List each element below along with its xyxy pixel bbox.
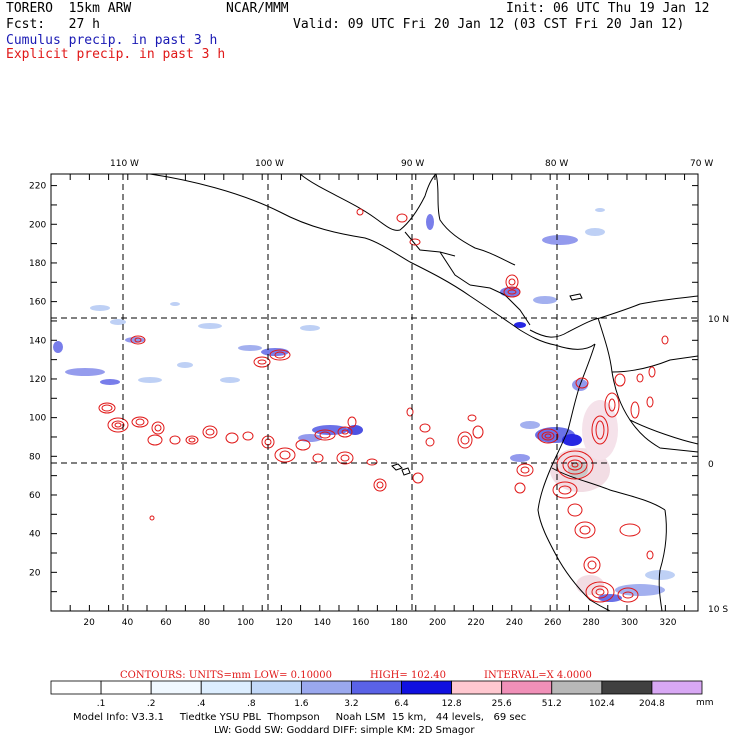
cumulus-precip-label: Cumulus precip. in past 3 h xyxy=(6,33,218,48)
contour-high-label: HIGH= 102.40 xyxy=(370,670,446,681)
cumulus-precip-shading xyxy=(53,208,675,602)
org-label: NCAR/MMM xyxy=(226,1,289,16)
x-tick-label: 260 xyxy=(544,618,561,628)
model-info-line2: LW: Godd SW: Goddard DIFF: simple KM: 2D… xyxy=(214,725,475,736)
y-tick-label: 100 xyxy=(29,414,46,424)
x-tick-label: 200 xyxy=(429,618,446,628)
y-tick-label: 200 xyxy=(29,220,46,230)
x-axis: 20 40 60 80 100 120 140 160 180 200 220 240 260 280 30… xyxy=(69,174,686,628)
colorbar-swatch xyxy=(50,680,102,695)
colorbar-label: 25.6 xyxy=(492,699,512,709)
explicit-precip-label: Explicit precip. in past 3 h xyxy=(6,47,226,62)
contour-units-label: CONTOURS: UNITS=mm LOW= 0.10000 xyxy=(120,670,332,681)
x-tick-label: 100 xyxy=(237,618,254,628)
colorbar-swatch xyxy=(100,680,152,695)
y-tick-label: 20 xyxy=(29,568,41,578)
colorbar-swatch xyxy=(200,680,252,695)
longitude-labels: 110 W 100 W 90 W 80 W 70 W xyxy=(110,159,713,169)
colorbar: .1 .2 .4 .8 1.6 3.2 6.4 12.8 25.6 51.2 102.4 204.8 xyxy=(50,680,703,709)
valid-time: Valid: 09 UTC Fri 20 Jan 12 (03 CST Fri … xyxy=(293,17,685,32)
lon-label: 90 W xyxy=(401,159,424,169)
colorbar-label: 1.6 xyxy=(294,699,309,709)
contour-interval-label: INTERVAL=X 4.0000 xyxy=(484,670,592,681)
lon-label: 80 W xyxy=(545,159,568,169)
colorbar-label: .1 xyxy=(97,699,106,709)
colorbar-swatch xyxy=(501,680,553,695)
y-tick-label: 60 xyxy=(29,491,41,501)
x-tick-label: 80 xyxy=(199,618,211,628)
colorbar-label: .2 xyxy=(147,699,156,709)
heavy-precip-shading xyxy=(550,400,618,595)
y-tick-label: 40 xyxy=(29,530,41,540)
coastlines xyxy=(149,173,699,612)
y-tick-label: 80 xyxy=(29,452,41,462)
latlon-grid xyxy=(51,174,698,611)
explicit-precip-contours xyxy=(98,208,669,603)
colorbar-label: 12.8 xyxy=(442,699,462,709)
y-tick-label: 160 xyxy=(29,298,46,308)
x-tick-label: 20 xyxy=(83,618,95,628)
lat-label: 10 S xyxy=(708,605,728,615)
x-tick-label: 220 xyxy=(467,618,484,628)
colorbar-label: 6.4 xyxy=(394,699,409,709)
lon-label: 100 W xyxy=(255,159,284,169)
x-tick-label: 320 xyxy=(659,618,676,628)
lat-label: 10 N xyxy=(708,315,729,325)
lon-label: 70 W xyxy=(690,159,713,169)
x-tick-label: 60 xyxy=(160,618,172,628)
colorbar-label: .4 xyxy=(197,699,206,709)
colorbar-swatch xyxy=(601,680,653,695)
colorbar-swatch xyxy=(551,680,603,695)
x-tick-label: 120 xyxy=(275,618,292,628)
colorbar-swatch xyxy=(451,680,503,695)
y-axis: 20 40 60 80 100 120 140 160 180 200 220 xyxy=(29,182,698,593)
colorbar-swatch xyxy=(150,680,202,695)
colorbar-label: 3.2 xyxy=(344,699,358,709)
x-tick-label: 40 xyxy=(122,618,134,628)
x-tick-label: 280 xyxy=(583,618,600,628)
x-tick-label: 240 xyxy=(506,618,523,628)
x-tick-label: 140 xyxy=(314,618,331,628)
contour-info: CONTOURS: UNITS=mm LOW= 0.10000 HIGH= 10… xyxy=(120,670,592,681)
x-tick-label: 160 xyxy=(352,618,369,628)
y-tick-label: 140 xyxy=(29,336,46,346)
y-tick-label: 220 xyxy=(29,182,46,192)
colorbar-unit: mm xyxy=(696,698,714,708)
model-info-line1: Model Info: V3.3.1 Tiedtke YSU PBL Thomp… xyxy=(73,712,527,723)
model-title: TORERO 15km ARW xyxy=(6,1,132,16)
x-tick-label: 180 xyxy=(391,618,408,628)
colorbar-swatch xyxy=(651,680,703,695)
forecast-hour: Fcst: 27 h xyxy=(6,17,100,32)
latitude-labels: 10 N 0 10 S xyxy=(708,315,729,615)
lon-label: 110 W xyxy=(110,159,139,169)
colorbar-label: 51.2 xyxy=(542,699,562,709)
lat-label: 0 xyxy=(708,460,714,470)
colorbar-swatch xyxy=(401,680,453,695)
colorbar-swatch xyxy=(250,680,302,695)
init-time: Init: 06 UTC Thu 19 Jan 12 xyxy=(506,1,710,16)
y-tick-label: 120 xyxy=(29,375,46,385)
colorbar-swatch xyxy=(300,680,352,695)
colorbar-label: .8 xyxy=(247,699,256,709)
x-tick-label: 300 xyxy=(621,618,638,628)
colorbar-label: 204.8 xyxy=(639,699,665,709)
colorbar-swatch xyxy=(351,680,402,695)
y-tick-label: 180 xyxy=(29,259,46,269)
plot-frame xyxy=(50,173,699,612)
colorbar-label: 102.4 xyxy=(589,699,615,709)
